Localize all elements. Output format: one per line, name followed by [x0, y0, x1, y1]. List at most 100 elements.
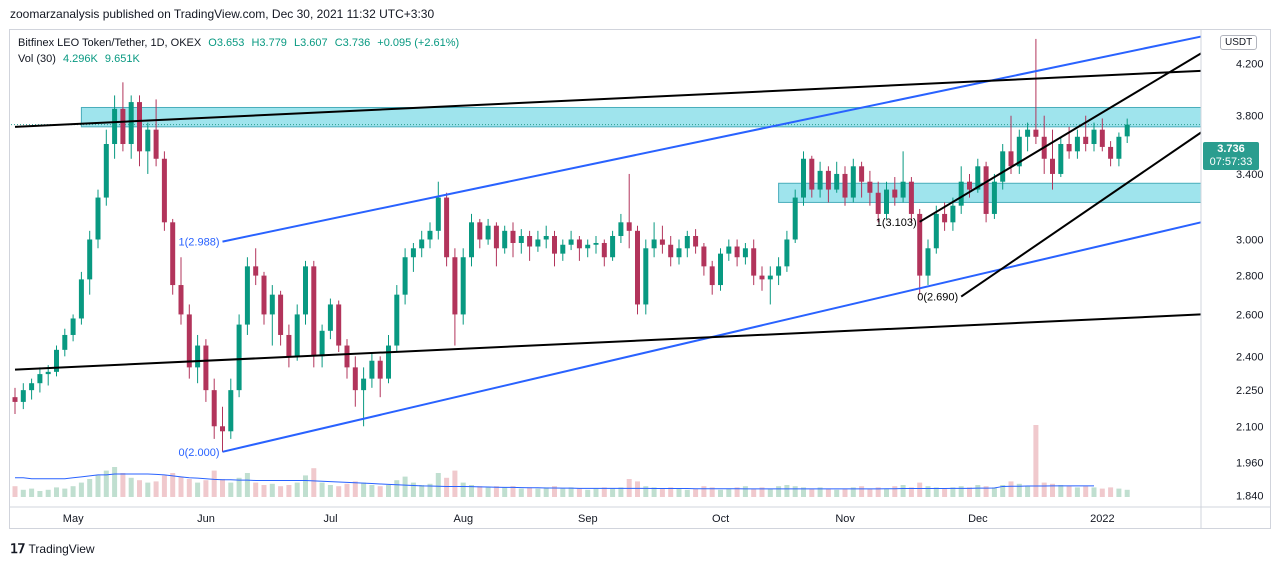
candle-body: [78, 279, 84, 319]
volume-bar: [294, 482, 300, 497]
volume-bar: [684, 489, 690, 497]
volume-bar: [95, 475, 101, 497]
annotation-layer: 1(2.988) 0(2.000) 1(3.103) 0(2.690): [179, 217, 959, 459]
price-tick-label: 3.400: [1236, 169, 1264, 181]
volume-bar: [87, 479, 93, 497]
candle-body: [668, 244, 674, 258]
candle-body: [12, 397, 18, 402]
volume-bar: [344, 483, 350, 497]
trendline: [14, 313, 1202, 371]
candle-body: [377, 360, 383, 379]
candle-body: [892, 189, 898, 198]
candle-body: [585, 244, 591, 249]
footer-brand[interactable]: 𝟣𝟩 TradingView: [10, 541, 95, 557]
candle-body: [693, 236, 699, 247]
volume-bar: [742, 486, 748, 497]
candle-body: [352, 367, 358, 391]
volume-bar: [527, 487, 533, 497]
candle-body: [319, 330, 325, 357]
volume-bar: [128, 477, 134, 497]
volume-bar: [535, 488, 541, 497]
volume-bar: [29, 488, 35, 497]
candle-body: [211, 390, 217, 427]
volume-bar: [659, 488, 665, 497]
candle-body: [767, 275, 773, 280]
candle-body: [850, 166, 856, 198]
price-chart[interactable]: 1(2.988) 0(2.000) 1(3.103) 0(2.690) 4.200 3.…: [9, 29, 1271, 529]
volume-bar: [867, 488, 873, 497]
candle-body: [87, 239, 93, 280]
volume-bar: [817, 487, 823, 497]
candle-body: [817, 170, 823, 190]
candle-body: [1016, 136, 1022, 167]
volume-bar: [145, 482, 151, 497]
volume-bar: [933, 487, 939, 497]
ohlc-change: +0.095 (+2.61%): [377, 37, 460, 49]
candle-body: [734, 246, 740, 258]
candle-body: [742, 248, 748, 258]
price-tick-label: 4.200: [1236, 58, 1264, 70]
price-tick-label: 3.000: [1236, 234, 1264, 246]
ohlc-high: H3.779: [251, 37, 287, 49]
candle-body: [95, 197, 101, 240]
support-resistance-zone: [778, 182, 1202, 203]
ohlc-open: O3.653: [208, 37, 245, 49]
volume-bar: [1091, 487, 1097, 497]
candle-body: [1116, 136, 1122, 159]
volume-bar: [950, 487, 956, 497]
currency-badge[interactable]: USDT: [1220, 35, 1258, 50]
volume-bar: [211, 470, 217, 497]
last-price-value: 3.736: [1217, 143, 1245, 155]
bar-countdown: 07:57:33: [1209, 156, 1253, 168]
candle-body: [344, 345, 350, 368]
volume-bar: [510, 486, 516, 497]
volume-bar: [410, 482, 416, 497]
volume-bar: [917, 482, 923, 497]
volume-bar: [469, 485, 474, 497]
price-tick-label: 2.800: [1236, 271, 1264, 283]
ohlc-close: C3.736: [334, 37, 371, 49]
symbol-name[interactable]: Bitfinex LEO Token/Tether, 1D, OKEX: [18, 37, 202, 49]
volume-bar: [1116, 488, 1122, 497]
candle-body: [29, 383, 35, 391]
candle-body: [900, 181, 906, 198]
candle-body: [145, 129, 151, 152]
candle-body: [825, 170, 831, 190]
volume-bar: [161, 475, 167, 497]
volume-bar: [460, 482, 466, 497]
volume-value: 4.296K: [62, 53, 98, 65]
candle-body: [676, 248, 682, 258]
candle-body: [419, 239, 425, 249]
volume-bar: [942, 488, 948, 497]
zone-layer: [11, 106, 1202, 203]
candle-body: [1058, 144, 1064, 174]
tradingview-logo-icon: 𝟣𝟩: [10, 541, 26, 556]
volume-bar: [759, 487, 765, 497]
volume-bar: [842, 488, 848, 497]
candle-body: [1066, 144, 1072, 152]
volume-bar: [1124, 489, 1130, 497]
candle-body: [311, 266, 317, 357]
candle-body: [410, 248, 416, 258]
fib-level-label: 1(3.103): [876, 217, 917, 229]
candle-body: [626, 222, 632, 231]
candle-body: [137, 102, 142, 152]
volume-bar: [477, 486, 483, 497]
candle-body: [718, 253, 723, 286]
candle-body: [618, 222, 624, 237]
volume-bar: [618, 487, 624, 497]
candle-body: [1124, 124, 1130, 137]
candle-body: [701, 246, 707, 267]
candle-body: [535, 239, 541, 247]
volume-label[interactable]: Vol (30): [18, 53, 56, 65]
volume-bar: [643, 486, 649, 497]
volume-bar: [186, 479, 192, 497]
volume-bar: [20, 489, 26, 497]
candle-body: [178, 285, 184, 315]
time-tick-label: Sep: [578, 513, 598, 525]
volume-bar: [261, 485, 267, 497]
candle-body: [635, 230, 640, 305]
candle-body: [950, 205, 956, 223]
volume-bar: [834, 489, 840, 497]
fib-level-label: 0(2.000): [179, 447, 220, 459]
